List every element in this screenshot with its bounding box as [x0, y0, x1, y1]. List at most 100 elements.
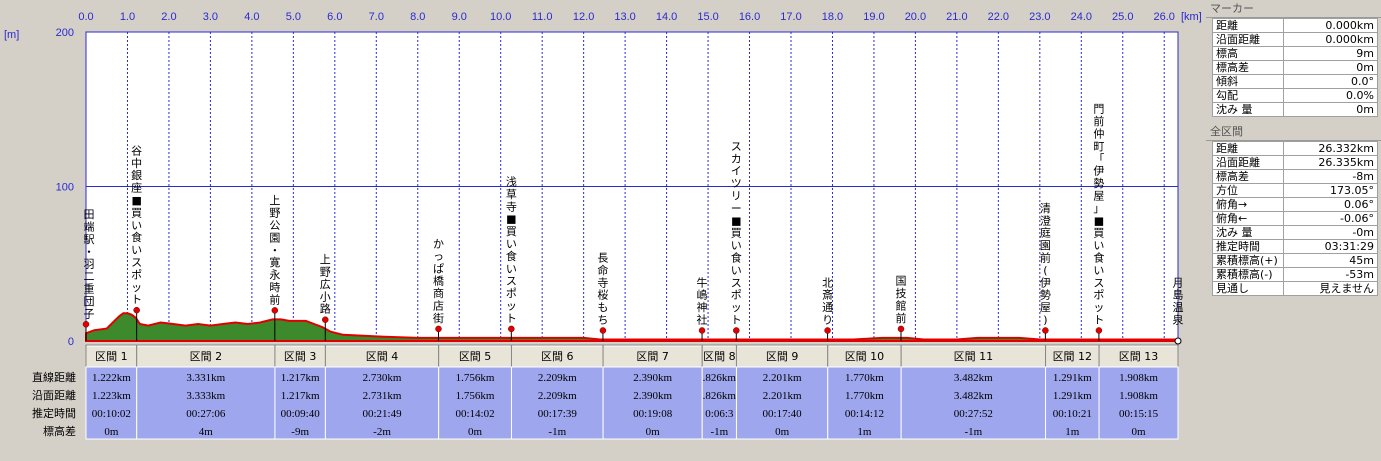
section-header-label: 区間 7 — [636, 350, 669, 363]
section-value-straight: .826km — [703, 372, 737, 384]
section-value-elev: -1m — [548, 426, 566, 438]
section-header-label: 区間 5 — [459, 350, 492, 363]
info-value: 0.0° — [1283, 74, 1378, 89]
waypoint-label: 牛嶋神社 — [697, 275, 708, 326]
info-value: 0.0% — [1283, 88, 1378, 103]
x-tick-label: 13.0 — [614, 11, 635, 23]
section-value-elev: 0m — [104, 426, 119, 438]
section-data-cell — [1045, 366, 1100, 440]
section-value-time: 00:15:15 — [1119, 408, 1159, 420]
grid-lines — [86, 32, 1178, 341]
waypoint-pin — [733, 327, 740, 334]
waypoint-pin — [133, 306, 140, 314]
x-tick-label: 4.0 — [244, 11, 259, 23]
section-value-straight: 2.201km — [763, 372, 802, 384]
x-tick-label: 14.0 — [656, 11, 677, 23]
waypoint-pin — [508, 325, 515, 333]
section-column[interactable]: 区間 11 3.482km 3.482km 00:27:52 -1m — [900, 344, 1047, 440]
elevation-profile-chart[interactable]: [m] [km] 0.0 1.0 2.0 3.0 4.0 5.0 6.0 7.0 8.0 9.0 1… — [0, 0, 1206, 461]
section-value-surface: 1.770km — [845, 390, 884, 402]
x-tick-label: 18.0 — [822, 11, 843, 23]
info-value: 03:31:29 — [1283, 239, 1378, 254]
section-column[interactable]: 区間 13 1.908km 1.908km 00:15:15 0m — [1098, 344, 1179, 440]
section-data-cell — [602, 366, 703, 440]
section-column[interactable]: 区間 3 1.217km 1.217km 00:09:40 -9m — [274, 344, 326, 440]
info-row: 傾斜 0.0° — [1212, 74, 1378, 89]
info-value: 0m — [1283, 60, 1378, 75]
total-info-table: 距離 26.332km 沿面距離 26.335km 標高差 -8m 方位 173.05° 俯角→… — [1212, 141, 1378, 296]
section-value-elev: -1m — [710, 426, 728, 438]
y-tick-label: 100 — [56, 182, 74, 194]
section-header-label: 区間 12 — [1053, 350, 1093, 363]
section-column[interactable]: 区間 10 1.770km 1.770km 00:14:12 1m — [827, 344, 902, 440]
info-row: 標高 9m — [1212, 46, 1378, 61]
info-row: 距離 26.332km — [1212, 141, 1378, 156]
x-tick-label: 12.0 — [573, 11, 594, 23]
section-column[interactable]: 区間 6 2.209km 2.209km 00:17:39 -1m — [510, 344, 604, 440]
waypoint-pin — [1095, 327, 1103, 334]
info-value: -53m — [1283, 267, 1378, 282]
section-value-time: 00:27:06 — [186, 408, 226, 420]
info-label: 沈み 量 — [1212, 225, 1284, 240]
section-value-straight: 2.730km — [363, 372, 402, 384]
waypoint-label: 国技館前 — [895, 275, 906, 325]
waypoint-label: 清澄庭園前(伊勢屋) — [1040, 202, 1051, 327]
section-value-straight: 1.756km — [456, 372, 495, 384]
info-label: 俯角← — [1212, 211, 1284, 226]
waypoint-pin — [271, 307, 279, 314]
info-value: 0.06° — [1283, 197, 1378, 212]
info-value: 26.335km — [1283, 155, 1378, 170]
waypoint-label: 門前仲町「伊勢屋」■買い食いスポット — [1093, 103, 1104, 327]
section-column[interactable]: 区間 12 1.291km 1.291km 00:10:21 1m — [1045, 344, 1100, 440]
section-column[interactable]: 区間 1 1.222km 1.223km 00:10:02 0m — [85, 344, 138, 440]
section-value-straight: 3.482km — [954, 372, 993, 384]
info-row: 標高差 -8m — [1212, 169, 1378, 184]
info-label: 方位 — [1212, 183, 1284, 198]
info-label: 勾配 — [1212, 88, 1284, 103]
x-tick-label: 3.0 — [203, 11, 218, 23]
section-data-cell — [827, 366, 902, 440]
x-tick-label: 22.0 — [988, 11, 1009, 23]
section-data-cell — [136, 366, 276, 440]
info-label: 標高差 — [1212, 60, 1284, 75]
section-value-time: 00:21:49 — [362, 408, 402, 420]
section-value-time: 00:14:02 — [456, 408, 495, 420]
section-data-cell — [510, 366, 604, 440]
waypoint-label: 長命寺桜もち — [597, 252, 608, 327]
section-value-surface: 3.482km — [954, 390, 993, 402]
waypoint-label: 谷中銀座■買い食いスポット — [131, 144, 142, 306]
waypoint-pin — [1042, 327, 1049, 334]
section-header-label: 区間 1 — [95, 350, 128, 363]
section-value-time: 00:17:40 — [763, 408, 803, 420]
section-value-elev: 0m — [775, 426, 790, 438]
section-value-time: 00:09:40 — [281, 408, 321, 420]
section-column[interactable]: 区間 4 2.730km 2.731km 00:21:49 -2m — [324, 344, 440, 440]
section-column[interactable]: 区間 7 2.390km 2.390km 00:19:08 0m — [602, 344, 703, 440]
waypoint-label: かっぱ橋商店街 — [433, 238, 444, 325]
info-row: 累積標高(+) 45m — [1212, 253, 1378, 268]
table-row-label: 沿面距離 — [32, 388, 76, 402]
section-value-surface: 1.223km — [92, 390, 131, 402]
section-data-cell — [85, 366, 138, 440]
info-row: 累積標高(-) -53m — [1212, 267, 1378, 282]
y-unit-label: [m] — [4, 29, 19, 41]
section-column[interactable]: 区間 9 2.201km 2.201km 00:17:40 0m — [735, 344, 829, 440]
section-header-label: 区間 13 — [1119, 350, 1159, 363]
waypoint-label: スカイツリー■買い食いスポット — [731, 140, 742, 327]
info-label: 推定時間 — [1212, 239, 1284, 254]
info-value: 26.332km — [1283, 141, 1378, 156]
section-value-straight: 2.390km — [633, 372, 672, 384]
section-column[interactable]: 区間 8 .826km .826km 0:06:3 -1m — [701, 344, 737, 440]
x-tick-label: 25.0 — [1112, 11, 1133, 23]
section-value-time: 00:14:12 — [845, 408, 884, 420]
section-value-elev: 0m — [468, 426, 483, 438]
section-column[interactable]: 区間 5 1.756km 1.756km 00:14:02 0m — [438, 344, 512, 440]
section-header-label: 区間 4 — [366, 350, 399, 363]
info-value: 0m — [1283, 102, 1378, 117]
section-column[interactable]: 区間 2 3.331km 3.333km 00:27:06 4m — [136, 344, 276, 440]
info-row: 距離 0.000km — [1212, 18, 1378, 33]
info-row: 沈み 量 -0m — [1212, 225, 1378, 240]
info-label: 沿面距離 — [1212, 155, 1284, 170]
section-data-cell — [1098, 366, 1179, 440]
